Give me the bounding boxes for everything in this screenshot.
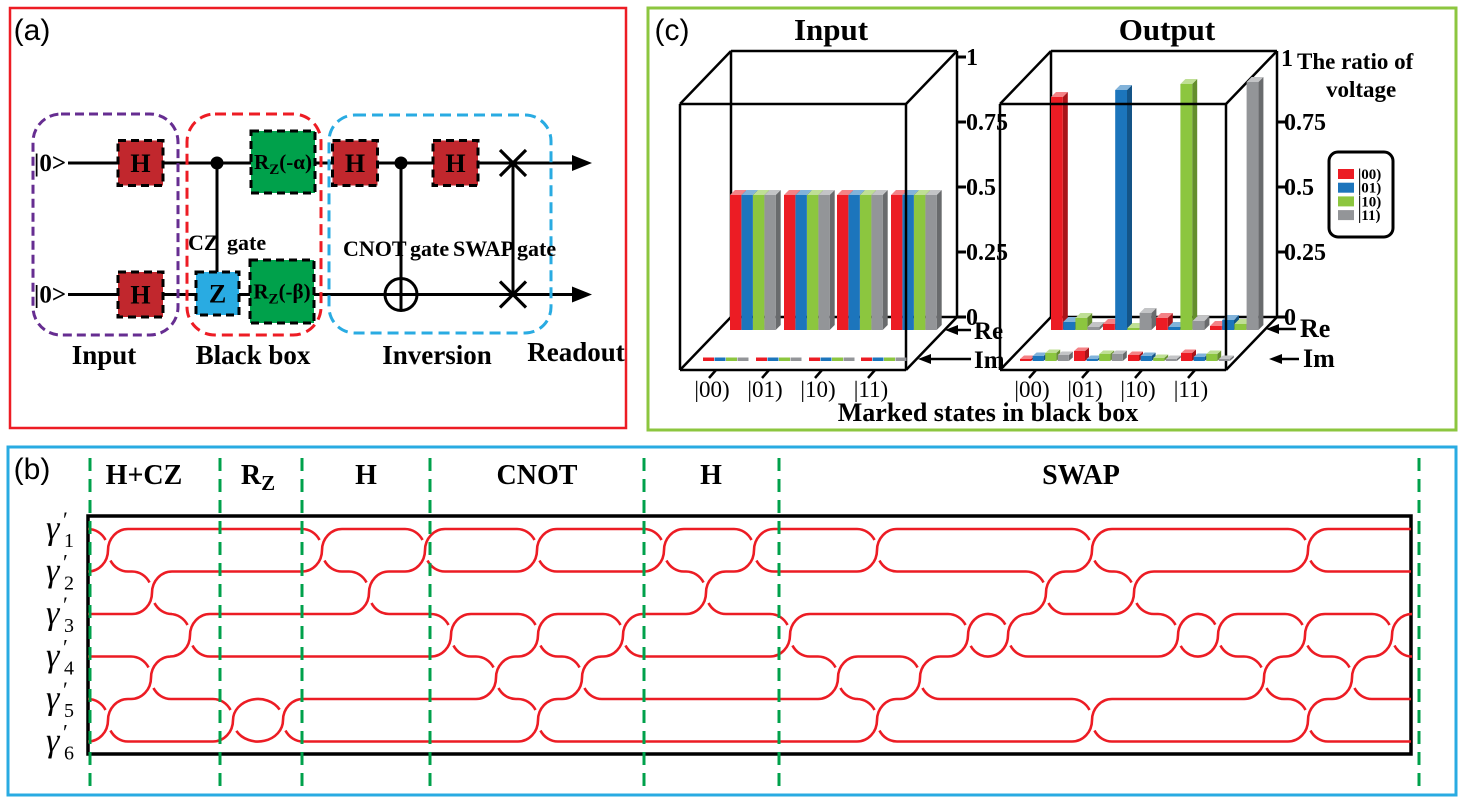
svg-text:Black box: Black box bbox=[196, 340, 311, 370]
svg-text:′: ′ bbox=[63, 550, 68, 575]
svg-text:H: H bbox=[445, 149, 465, 178]
svg-text:4: 4 bbox=[64, 658, 74, 680]
svg-text:|00): |00) bbox=[1358, 167, 1381, 183]
svg-text:Input: Input bbox=[794, 12, 869, 47]
svg-text:|10): |10) bbox=[1358, 194, 1381, 210]
svg-text:gate: gate bbox=[410, 236, 449, 261]
svg-text:0.5: 0.5 bbox=[1284, 175, 1314, 201]
svg-text:6: 6 bbox=[64, 743, 74, 765]
svg-text:CNOT: CNOT bbox=[343, 236, 407, 261]
svg-text:|11): |11) bbox=[1358, 208, 1380, 224]
svg-text:Re: Re bbox=[1300, 314, 1330, 343]
svg-text:γ: γ bbox=[46, 595, 61, 632]
svg-text:|01): |01) bbox=[1358, 181, 1381, 197]
svg-text:SWAP: SWAP bbox=[453, 236, 514, 261]
svg-text:(c): (c) bbox=[655, 14, 690, 47]
svg-text:H: H bbox=[130, 149, 150, 178]
svg-text:|01): |01) bbox=[747, 377, 782, 402]
svg-text:0: 0 bbox=[1284, 305, 1296, 331]
svg-text:′: ′ bbox=[63, 677, 68, 702]
svg-text:H: H bbox=[130, 280, 150, 309]
svg-text:gate: gate bbox=[227, 230, 266, 255]
svg-text:0.75: 0.75 bbox=[966, 110, 1008, 136]
svg-text:γ: γ bbox=[46, 638, 61, 675]
svg-text:The ratio of: The ratio of bbox=[1297, 49, 1414, 74]
svg-text:|11): |11) bbox=[1174, 377, 1208, 402]
svg-text:1: 1 bbox=[966, 45, 978, 71]
svg-text:H: H bbox=[700, 460, 722, 491]
svg-text:|10): |10) bbox=[1120, 377, 1155, 402]
svg-text:CZ: CZ bbox=[188, 230, 219, 255]
svg-text:5: 5 bbox=[64, 700, 74, 722]
svg-text:3: 3 bbox=[64, 615, 74, 637]
svg-text:γ: γ bbox=[46, 510, 61, 547]
svg-text:Output: Output bbox=[1119, 12, 1216, 47]
svg-text:|00): |00) bbox=[1014, 377, 1049, 402]
svg-text:|00): |00) bbox=[694, 377, 729, 402]
svg-text:|10): |10) bbox=[800, 377, 835, 402]
svg-text:H: H bbox=[355, 460, 377, 491]
svg-text:SWAP: SWAP bbox=[1042, 460, 1120, 491]
svg-text:|0>: |0> bbox=[34, 282, 66, 309]
svg-text:γ: γ bbox=[46, 723, 61, 760]
svg-text:RZ(-α): RZ(-α) bbox=[254, 150, 312, 178]
svg-text:Input: Input bbox=[72, 340, 137, 370]
svg-text:|11): |11) bbox=[854, 377, 888, 402]
svg-text:′: ′ bbox=[63, 592, 68, 617]
svg-text:(a): (a) bbox=[14, 14, 51, 47]
svg-text:′: ′ bbox=[63, 635, 68, 660]
svg-text:Marked states in black box: Marked states in black box bbox=[838, 398, 1138, 427]
svg-text:|0>: |0> bbox=[34, 150, 66, 177]
svg-text:γ: γ bbox=[46, 553, 61, 590]
svg-text:H+CZ: H+CZ bbox=[106, 460, 183, 491]
svg-text:Readout: Readout bbox=[527, 337, 625, 367]
svg-text:0.25: 0.25 bbox=[966, 240, 1008, 266]
svg-text:0: 0 bbox=[966, 305, 978, 331]
svg-text:0.25: 0.25 bbox=[1284, 240, 1326, 266]
svg-text:(b): (b) bbox=[14, 453, 51, 486]
svg-text:CNOT: CNOT bbox=[497, 460, 578, 491]
svg-text:1: 1 bbox=[64, 530, 74, 552]
svg-text:1: 1 bbox=[1281, 46, 1293, 72]
svg-text:0.75: 0.75 bbox=[1284, 110, 1326, 136]
svg-text:H: H bbox=[345, 149, 365, 178]
svg-text:′: ′ bbox=[63, 507, 68, 532]
svg-text:RZ: RZ bbox=[241, 460, 275, 495]
svg-text:voltage: voltage bbox=[1326, 77, 1396, 102]
svg-text:RZ(-β): RZ(-β) bbox=[253, 280, 310, 308]
svg-text:|01): |01) bbox=[1067, 377, 1102, 402]
svg-text:gate: gate bbox=[517, 236, 556, 261]
svg-text:Im: Im bbox=[1303, 344, 1335, 373]
svg-text:2: 2 bbox=[64, 573, 74, 595]
svg-text:Inversion: Inversion bbox=[382, 340, 492, 370]
svg-text:0.5: 0.5 bbox=[966, 175, 996, 201]
svg-text:′: ′ bbox=[63, 720, 68, 745]
svg-text:Re: Re bbox=[974, 318, 1003, 345]
svg-text:γ: γ bbox=[46, 680, 61, 717]
svg-text:Z: Z bbox=[209, 279, 226, 308]
